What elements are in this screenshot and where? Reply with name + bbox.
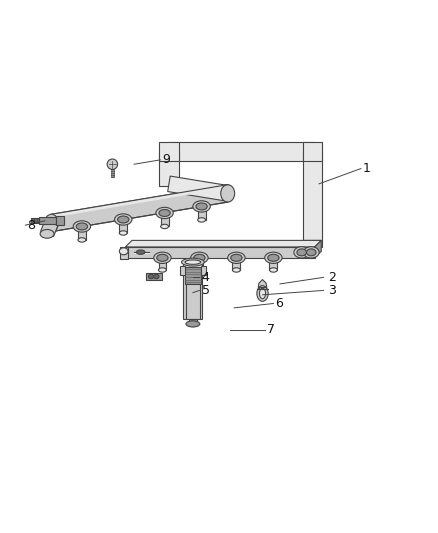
Polygon shape	[31, 218, 39, 223]
Ellipse shape	[107, 159, 117, 169]
Bar	[180, 265, 185, 275]
Ellipse shape	[45, 214, 58, 232]
Polygon shape	[186, 284, 200, 319]
Ellipse shape	[196, 203, 207, 210]
Polygon shape	[125, 240, 321, 247]
Ellipse shape	[156, 207, 173, 219]
Text: 6: 6	[276, 297, 283, 310]
Ellipse shape	[161, 224, 169, 229]
Polygon shape	[315, 240, 321, 258]
Text: 3: 3	[328, 284, 336, 297]
Ellipse shape	[159, 268, 166, 272]
Ellipse shape	[182, 258, 204, 266]
Polygon shape	[159, 151, 179, 186]
Polygon shape	[269, 258, 277, 270]
Ellipse shape	[157, 254, 168, 261]
Ellipse shape	[231, 254, 242, 261]
Bar	[125, 247, 315, 258]
Polygon shape	[51, 184, 228, 232]
Ellipse shape	[115, 214, 132, 225]
Ellipse shape	[117, 216, 129, 223]
Polygon shape	[169, 142, 313, 161]
Polygon shape	[233, 258, 240, 270]
Bar	[201, 265, 206, 275]
Ellipse shape	[154, 274, 159, 279]
Ellipse shape	[228, 252, 245, 263]
Ellipse shape	[136, 250, 145, 254]
Polygon shape	[303, 151, 322, 240]
Ellipse shape	[259, 288, 265, 298]
Polygon shape	[195, 258, 203, 270]
Ellipse shape	[268, 254, 279, 261]
Polygon shape	[161, 215, 169, 227]
Ellipse shape	[73, 221, 91, 232]
Polygon shape	[188, 319, 197, 323]
Ellipse shape	[159, 209, 170, 216]
Polygon shape	[185, 268, 201, 284]
Ellipse shape	[233, 268, 240, 272]
Ellipse shape	[188, 321, 197, 327]
Text: 4: 4	[201, 271, 209, 284]
Ellipse shape	[195, 268, 203, 272]
Polygon shape	[78, 228, 86, 240]
Bar	[259, 287, 266, 289]
Ellipse shape	[78, 238, 86, 242]
Ellipse shape	[304, 247, 319, 258]
Text: 1: 1	[363, 162, 371, 175]
Bar	[303, 142, 322, 161]
Ellipse shape	[186, 321, 200, 327]
Text: 7: 7	[267, 323, 275, 336]
Ellipse shape	[194, 254, 205, 261]
Ellipse shape	[269, 268, 277, 272]
Polygon shape	[184, 266, 202, 319]
Ellipse shape	[40, 230, 54, 238]
Polygon shape	[159, 258, 166, 270]
Polygon shape	[303, 240, 322, 247]
Ellipse shape	[185, 260, 201, 264]
Ellipse shape	[119, 231, 127, 235]
Ellipse shape	[193, 201, 210, 212]
Text: 5: 5	[201, 284, 210, 297]
Text: 9: 9	[162, 154, 170, 166]
Polygon shape	[39, 217, 56, 224]
Polygon shape	[56, 216, 64, 225]
Text: 8: 8	[28, 219, 35, 232]
Ellipse shape	[265, 252, 282, 263]
Ellipse shape	[119, 248, 128, 255]
Bar	[146, 273, 162, 279]
Bar	[120, 247, 127, 259]
Ellipse shape	[198, 218, 205, 222]
Polygon shape	[168, 176, 229, 201]
Ellipse shape	[307, 249, 316, 256]
Text: 2: 2	[328, 271, 336, 284]
Ellipse shape	[191, 252, 208, 263]
Ellipse shape	[184, 261, 202, 272]
Polygon shape	[51, 184, 228, 218]
Ellipse shape	[76, 223, 88, 230]
Ellipse shape	[297, 249, 307, 256]
Ellipse shape	[257, 286, 268, 301]
Polygon shape	[258, 279, 267, 287]
Polygon shape	[119, 221, 127, 233]
Bar	[159, 142, 179, 161]
Ellipse shape	[294, 247, 310, 258]
Polygon shape	[41, 220, 58, 237]
Ellipse shape	[148, 274, 154, 279]
Ellipse shape	[154, 252, 171, 263]
Polygon shape	[198, 208, 205, 220]
Polygon shape	[111, 169, 114, 177]
Ellipse shape	[221, 184, 235, 202]
